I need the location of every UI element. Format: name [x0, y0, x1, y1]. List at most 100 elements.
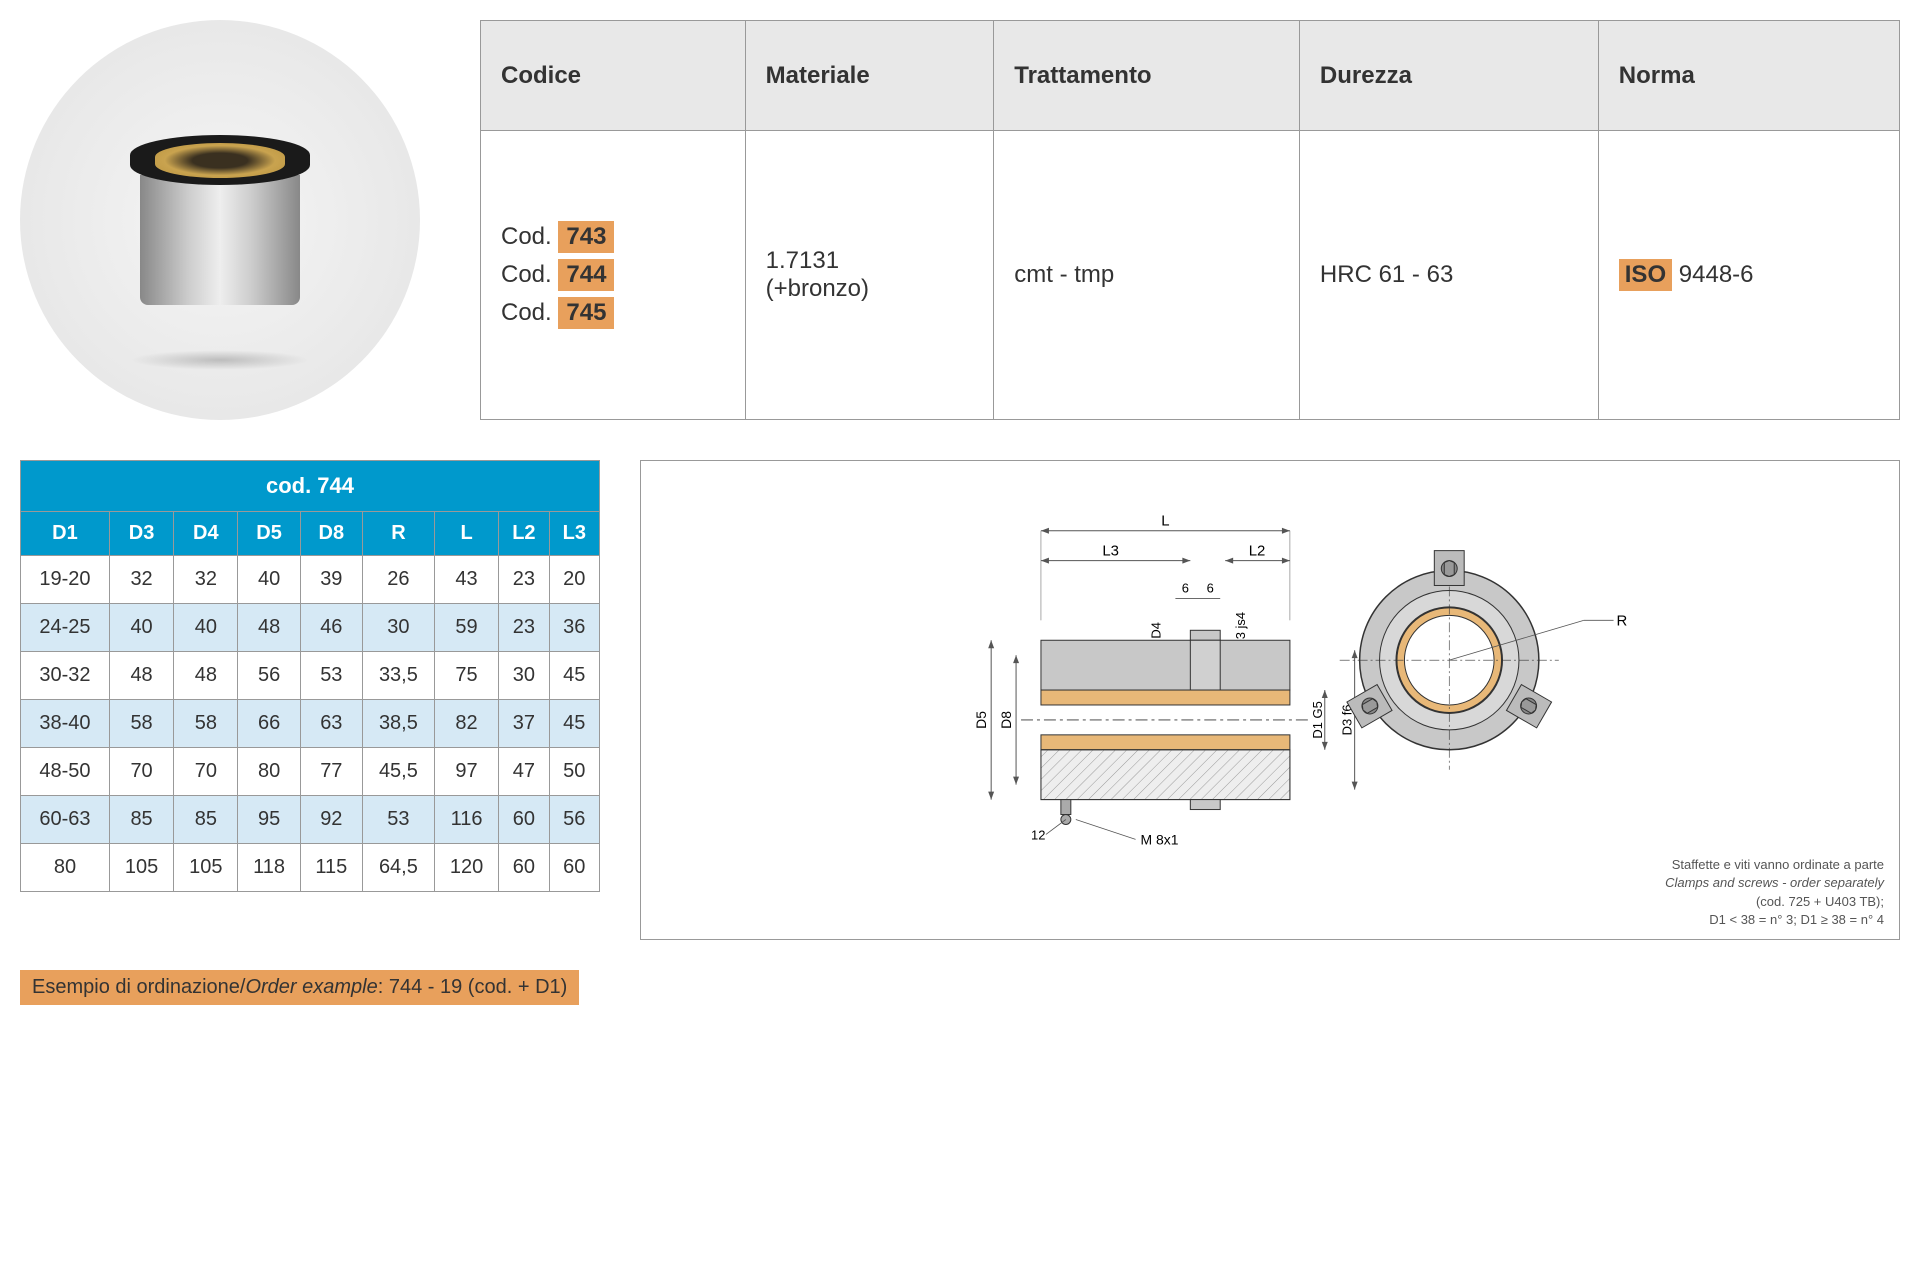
dim-cell: 40 — [238, 556, 300, 604]
spec-norm-cell: ISO 9448-6 — [1598, 131, 1899, 420]
order-label-it: Esempio di ordinazione/ — [32, 976, 245, 998]
code-badge: 745 — [558, 297, 614, 329]
dim-cell: 64,5 — [362, 844, 434, 892]
dim-cell: 105 — [174, 844, 238, 892]
dim-cell: 63 — [300, 700, 362, 748]
dim-cell: 40 — [109, 604, 173, 652]
table-row: 8010510511811564,51206060 — [21, 844, 600, 892]
spec-header-row: Codice Materiale Trattamento Durezza Nor… — [481, 21, 1900, 131]
dim-cell: 92 — [300, 796, 362, 844]
dim-label: 12 — [1031, 827, 1045, 842]
dim-cell: 24-25 — [21, 604, 110, 652]
dim-cell: 115 — [300, 844, 362, 892]
spec-header: Trattamento — [994, 21, 1300, 131]
dim-cell: 66 — [238, 700, 300, 748]
spec-header: Codice — [481, 21, 746, 131]
dim-cell: 60 — [549, 844, 599, 892]
dim-cell: 20 — [549, 556, 599, 604]
product-photo — [20, 20, 420, 420]
dim-header-row: D1D3D4D5D8RLL2L3 — [21, 512, 600, 556]
dim-label: D1 G5 — [1310, 701, 1325, 738]
note-line: (cod. 725 + U403 TB); — [1665, 893, 1884, 911]
spec-hardness-cell: HRC 61 - 63 — [1299, 131, 1598, 420]
dim-cell: 30 — [362, 604, 434, 652]
dim-cell: 30-32 — [21, 652, 110, 700]
dim-cell: 47 — [499, 748, 549, 796]
spec-data-row: Cod. 743 Cod. 744 Cod. 745 1.7131 (+bron… — [481, 131, 1900, 420]
dim-header: D1 — [21, 512, 110, 556]
dim-label: D5 — [973, 711, 989, 729]
drawing-note: Staffette e viti vanno ordinate a parte … — [1665, 856, 1884, 929]
material-line: 1.7131 — [766, 247, 974, 275]
dim-cell: 60-63 — [21, 796, 110, 844]
dim-label: L3 — [1102, 543, 1119, 560]
dim-cell: 48 — [109, 652, 173, 700]
dim-cell: 36 — [549, 604, 599, 652]
dim-cell: 70 — [174, 748, 238, 796]
note-line: Staffette e viti vanno ordinate a parte — [1665, 856, 1884, 874]
table-row: 24-254040484630592336 — [21, 604, 600, 652]
dim-header: L — [434, 512, 498, 556]
spec-header: Materiale — [745, 21, 994, 131]
iso-badge: ISO — [1619, 259, 1672, 291]
dim-cell: 80 — [21, 844, 110, 892]
dim-cell: 75 — [434, 652, 498, 700]
dim-cell: 45 — [549, 700, 599, 748]
dim-cell: 40 — [174, 604, 238, 652]
code-prefix: Cod. — [501, 261, 552, 288]
dim-cell: 118 — [238, 844, 300, 892]
dim-cell: 105 — [109, 844, 173, 892]
dim-cell: 53 — [300, 652, 362, 700]
dim-cell: 26 — [362, 556, 434, 604]
note-line: D1 < 38 = n° 3; D1 ≥ 38 = n° 4 — [1665, 911, 1884, 929]
dim-label: M 8x1 — [1141, 831, 1179, 847]
note-line: Clamps and screws - order separately — [1665, 874, 1884, 892]
dim-cell: 48 — [174, 652, 238, 700]
dim-cell: 60 — [499, 844, 549, 892]
dim-cell: 50 — [549, 748, 599, 796]
order-value: : 744 - 19 (cod. + D1) — [378, 976, 568, 998]
dim-cell: 48-50 — [21, 748, 110, 796]
technical-drawing: L L3 L2 6 6 D4 D3 js4 — [640, 460, 1900, 940]
dim-cell: 56 — [238, 652, 300, 700]
dim-label: D8 — [998, 711, 1014, 729]
dim-cell: 46 — [300, 604, 362, 652]
dim-cell: 53 — [362, 796, 434, 844]
dim-cell: 56 — [549, 796, 599, 844]
spec-material-cell: 1.7131 (+bronzo) — [745, 131, 994, 420]
dim-cell: 120 — [434, 844, 498, 892]
dim-header: D5 — [238, 512, 300, 556]
dim-cell: 45 — [549, 652, 599, 700]
dim-cell: 45,5 — [362, 748, 434, 796]
dim-cell: 38-40 — [21, 700, 110, 748]
spec-header: Durezza — [1299, 21, 1598, 131]
dim-header: D4 — [174, 512, 238, 556]
table-row: 48-507070807745,5974750 — [21, 748, 600, 796]
dim-cell: 23 — [499, 556, 549, 604]
dim-label: R — [1617, 612, 1628, 629]
dim-cell: 48 — [238, 604, 300, 652]
dim-header: D8 — [300, 512, 362, 556]
code-badge: 744 — [558, 259, 614, 291]
dim-cell: 32 — [109, 556, 173, 604]
dim-label: L — [1161, 513, 1169, 530]
spec-header: Norma — [1598, 21, 1899, 131]
dim-label: 6 — [1207, 580, 1214, 595]
order-example: Esempio di ordinazione/Order example: 74… — [20, 970, 579, 1005]
dim-header: R — [362, 512, 434, 556]
dim-cell: 59 — [434, 604, 498, 652]
dim-header: L2 — [499, 512, 549, 556]
order-label-en: Order example — [245, 976, 377, 998]
dim-cell: 58 — [174, 700, 238, 748]
dim-cell: 97 — [434, 748, 498, 796]
code-prefix: Cod. — [501, 299, 552, 326]
spec-codes-cell: Cod. 743 Cod. 744 Cod. 745 — [481, 131, 746, 420]
dim-cell: 38,5 — [362, 700, 434, 748]
table-row: 19-203232403926432320 — [21, 556, 600, 604]
dim-cell: 77 — [300, 748, 362, 796]
dim-cell: 58 — [109, 700, 173, 748]
dim-cell: 37 — [499, 700, 549, 748]
dim-cell: 85 — [109, 796, 173, 844]
dim-cell: 82 — [434, 700, 498, 748]
dim-header: D3 — [109, 512, 173, 556]
